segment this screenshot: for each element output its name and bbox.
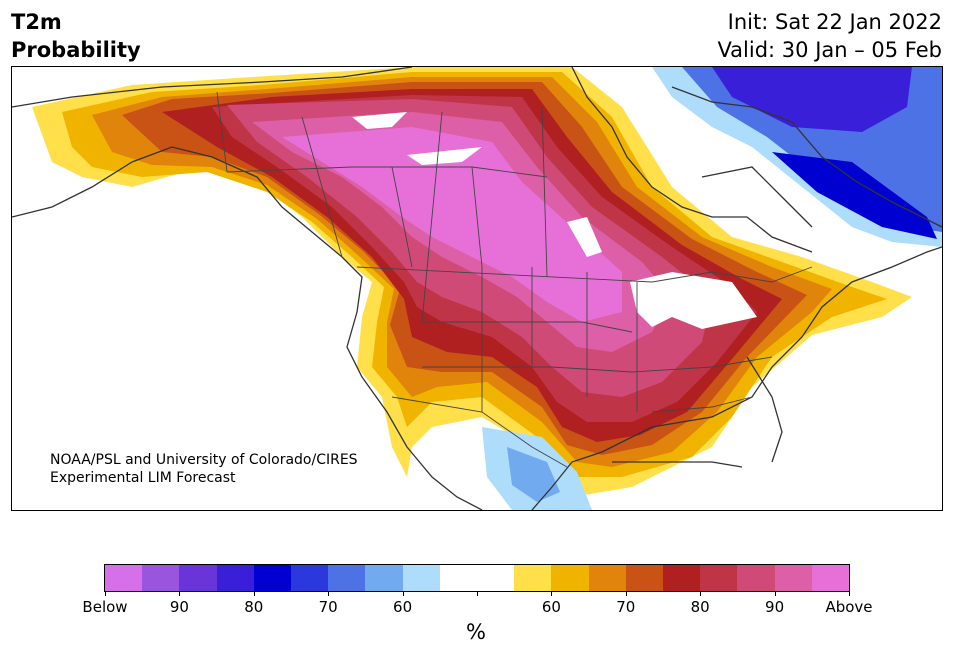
great-slave-lake	[407, 147, 482, 165]
colorbar-tick-label: Above	[825, 598, 873, 616]
title-line-2: Probability	[11, 38, 141, 62]
map-graphic: NOAA/PSL and University of Colorado/CIRE…	[12, 67, 942, 510]
init-date: Init: Sat 22 Jan 2022	[727, 10, 942, 34]
colorbar-tick-mark	[477, 591, 478, 596]
colorbar-tick-label: 70	[616, 598, 636, 616]
colorbar-tick-mark	[700, 591, 702, 596]
colorbar-segment	[625, 565, 664, 591]
colorbar-segment	[216, 565, 254, 591]
colorbar-tick-mark	[253, 591, 255, 596]
political-borders	[216, 91, 813, 468]
colorbar	[104, 564, 850, 592]
colorbar-segment	[402, 565, 440, 591]
map-title: T2m Probability	[11, 8, 141, 64]
colorbar-tick-mark	[774, 591, 776, 596]
colorbar-tick-mark	[625, 591, 627, 596]
colorbar-tick-mark	[328, 591, 330, 596]
colorbar-segment	[774, 565, 812, 591]
colorbar-tick-mark	[849, 591, 850, 596]
colorbar-segment	[105, 565, 143, 591]
colorbar-tick-mark	[179, 591, 181, 596]
colorbar-segment	[588, 565, 626, 591]
colorbar-tick-mark	[105, 591, 106, 596]
title-line-1: T2m	[11, 10, 62, 34]
colorbar-tick-label: 90	[169, 598, 189, 616]
colorbar-tick-label: 60	[541, 598, 561, 616]
colorbar-segment	[142, 565, 180, 591]
forecast-dates: Init: Sat 22 Jan 2022 Valid: 30 Jan – 05…	[717, 8, 942, 64]
colorbar-tick-label: 80	[244, 598, 264, 616]
colorbar-segment	[291, 565, 329, 591]
colorbar-tick-mark	[551, 591, 553, 596]
colorbar-tick-label: Below	[82, 598, 128, 616]
credit-line-1: NOAA/PSL and University of Colorado/CIRE…	[50, 452, 358, 468]
colorbar-tick-label: 90	[765, 598, 785, 616]
probability-map: NOAA/PSL and University of Colorado/CIRE…	[11, 66, 943, 511]
colorbar-tick-mark	[402, 591, 404, 596]
colorbar-segment	[663, 565, 701, 591]
colorbar-segment	[551, 565, 589, 591]
below-region-labrador-80	[772, 152, 937, 239]
colorbar-segment	[253, 565, 292, 591]
colorbar-segment	[328, 565, 366, 591]
colorbar-segment	[737, 565, 775, 591]
colorbar-segment	[179, 565, 217, 591]
colorbar-segment	[700, 565, 738, 591]
below-region-mexico-70	[507, 447, 560, 502]
colorbar-segment	[439, 565, 478, 591]
credit-text: NOAA/PSL and University of Colorado/CIRE…	[50, 451, 358, 487]
colorbar-segment	[514, 565, 552, 591]
colorbar-segment	[477, 565, 515, 591]
colorbar-tick-label: 70	[318, 598, 338, 616]
lake-winnipeg	[567, 217, 602, 257]
colorbar-segment	[365, 565, 403, 591]
colorbar-tick-label: 80	[690, 598, 710, 616]
below-region-greenland-80	[712, 67, 912, 132]
great-bear-lake	[352, 112, 407, 129]
colorbar-segment	[811, 565, 850, 591]
credit-line-2: Experimental LIM Forecast	[50, 470, 236, 486]
colorbar-tick-label: 60	[393, 598, 413, 616]
great-lakes	[630, 272, 757, 329]
colorbar-unit-label: %	[466, 620, 486, 644]
valid-range: Valid: 30 Jan – 05 Feb	[717, 38, 942, 62]
above-region-max	[282, 127, 622, 322]
